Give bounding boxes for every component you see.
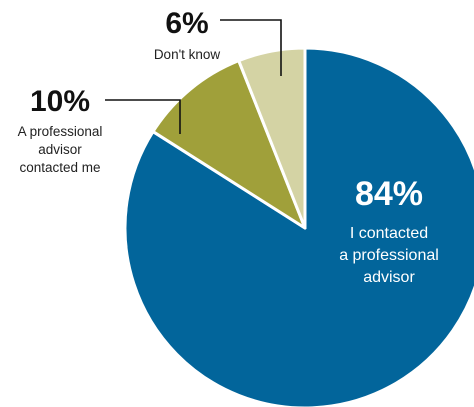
pie-slice-advisor-contacted bbox=[151, 59, 307, 230]
slice-value-label-dont-know: 6% bbox=[165, 7, 208, 40]
pie-slices bbox=[123, 46, 474, 407]
slice-value-label-contacted: 84% bbox=[355, 175, 423, 213]
pie-slice-contacted bbox=[123, 46, 474, 407]
slice-label-advisor-contacted-line1: A professional bbox=[18, 124, 103, 139]
slice-label-dont-know: Don't know bbox=[154, 47, 221, 62]
slice-label-contacted-line3: advisor bbox=[363, 269, 415, 286]
leader-line-dont-know bbox=[220, 19, 282, 76]
slice-label-advisor-contacted-line3: contacted me bbox=[19, 160, 100, 175]
pie-slice-dont-know bbox=[237, 46, 307, 230]
slice-value-label-advisor-contacted: 10% bbox=[30, 85, 90, 118]
slice-label-contacted-line2: a professional bbox=[339, 247, 439, 264]
leader-lines bbox=[105, 19, 282, 134]
slice-label-contacted-line1: I contacted bbox=[350, 225, 428, 242]
slice-label-advisor-contacted-line2: advisor bbox=[38, 142, 82, 157]
leader-line-advisor-contacted bbox=[105, 99, 181, 134]
